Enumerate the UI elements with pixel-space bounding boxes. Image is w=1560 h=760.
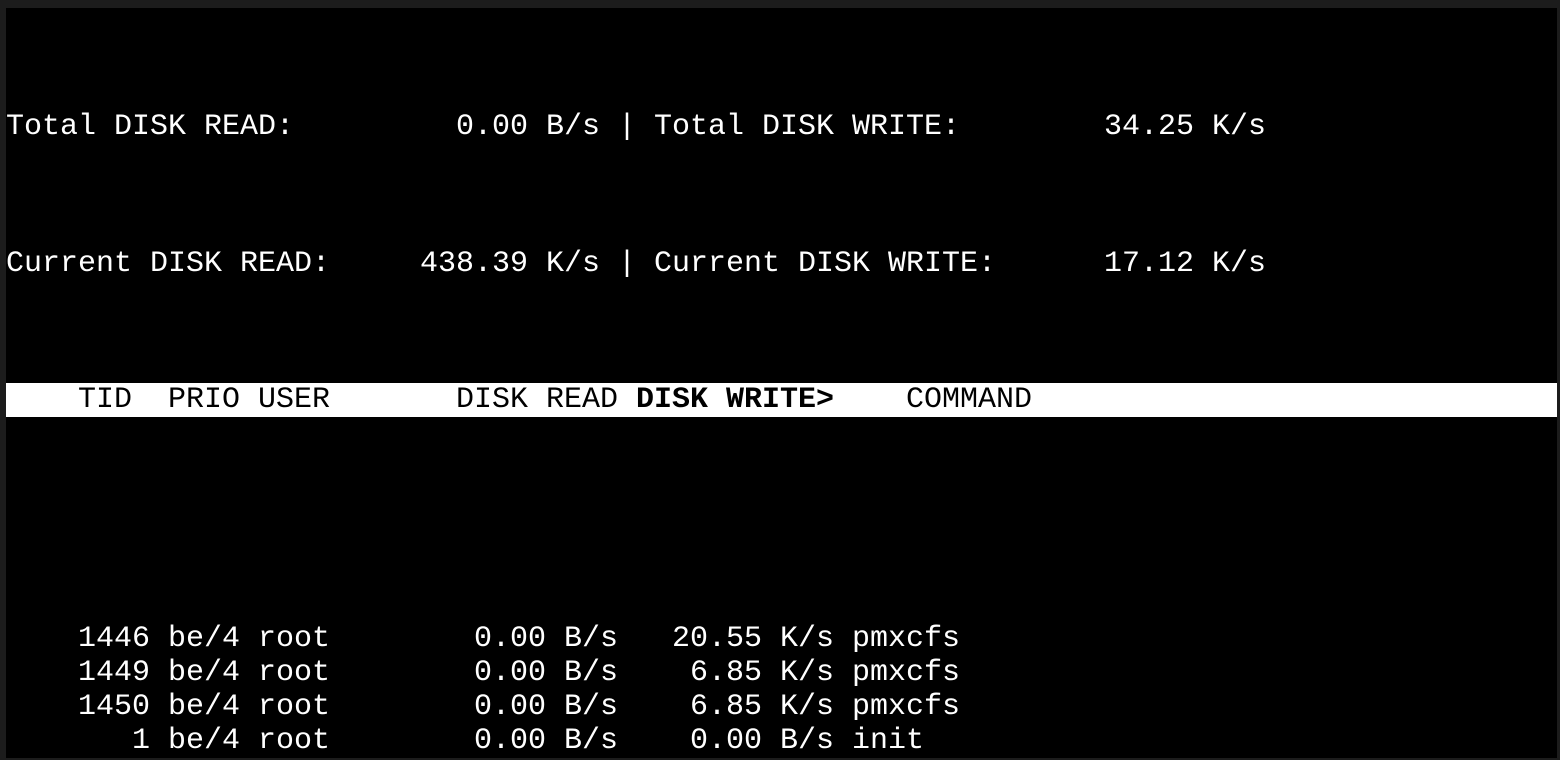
column-header-user: USER bbox=[258, 383, 331, 418]
process-list: 1446 be/4 root 0.00 B/s 20.55 K/s pmxcfs… bbox=[6, 519, 1557, 758]
current-disk-read-value: 438.39 K/s bbox=[419, 246, 600, 281]
column-header-command: COMMAND bbox=[906, 383, 1033, 418]
process-user: root bbox=[258, 621, 331, 656]
current-disk-write-label: Current DISK WRITE: bbox=[654, 246, 997, 281]
process-prio: be/4 bbox=[168, 723, 241, 758]
process-tid: 1450 bbox=[77, 689, 150, 724]
process-command: pmxcfs bbox=[852, 621, 961, 656]
process-tid: 1 bbox=[131, 723, 150, 758]
process-user: root bbox=[258, 689, 331, 724]
summary-line-total: Total DISK READ: 0.00 B/s | Total DISK W… bbox=[6, 110, 1557, 144]
current-disk-write-value: 17.12 K/s bbox=[1103, 246, 1266, 281]
process-disk-read: 0.00 B/s bbox=[473, 621, 618, 656]
process-disk-read: 0.00 B/s bbox=[473, 689, 618, 724]
total-disk-write-label: Total DISK WRITE: bbox=[654, 110, 961, 145]
process-disk-write: 6.85 K/s bbox=[689, 655, 834, 690]
process-prio: be/4 bbox=[168, 621, 241, 656]
summary-separator: | bbox=[618, 246, 637, 281]
process-row: 1446 be/4 root 0.00 B/s 20.55 K/s pmxcfs bbox=[6, 622, 1557, 656]
total-disk-read-label: Total DISK READ: bbox=[6, 110, 295, 145]
process-row: 1449 be/4 root 0.00 B/s 6.85 K/s pmxcfs bbox=[6, 656, 1557, 690]
column-header-disk-read: DISK READ bbox=[455, 383, 618, 418]
total-disk-read-value: 0.00 B/s bbox=[455, 110, 600, 145]
terminal-screen[interactable]: Total DISK READ: 0.00 B/s | Total DISK W… bbox=[6, 8, 1557, 758]
process-command: pmxcfs bbox=[852, 655, 961, 690]
column-header-disk-write-sorted: DISK WRITE> bbox=[635, 383, 834, 418]
process-command: init bbox=[852, 723, 925, 758]
process-command: pmxcfs bbox=[852, 689, 961, 724]
process-disk-read: 0.00 B/s bbox=[473, 655, 618, 690]
current-disk-read-label: Current DISK READ: bbox=[6, 246, 331, 281]
process-disk-write: 6.85 K/s bbox=[689, 689, 834, 724]
process-disk-read: 0.00 B/s bbox=[473, 723, 618, 758]
process-row: 1450 be/4 root 0.00 B/s 6.85 K/s pmxcfs bbox=[6, 690, 1557, 724]
process-row: 1 be/4 root 0.00 B/s 0.00 B/s init bbox=[6, 724, 1557, 758]
process-user: root bbox=[258, 655, 331, 690]
total-disk-write-value: 34.25 K/s bbox=[1103, 110, 1266, 145]
column-header-tid: TID bbox=[77, 383, 132, 418]
process-prio: be/4 bbox=[168, 689, 241, 724]
process-disk-write: 0.00 B/s bbox=[689, 723, 834, 758]
process-prio: be/4 bbox=[168, 655, 241, 690]
process-tid: 1446 bbox=[77, 621, 150, 656]
column-header-prio: PRIO bbox=[168, 383, 241, 418]
process-tid: 1449 bbox=[77, 655, 150, 690]
table-header-row: TID PRIO USER DISK READ DISK WRITE> COMM… bbox=[6, 383, 1557, 418]
summary-line-current: Current DISK READ: 438.39 K/s | Current … bbox=[6, 247, 1557, 281]
process-disk-write: 20.55 K/s bbox=[671, 621, 834, 656]
process-user: root bbox=[258, 723, 331, 758]
summary-separator: | bbox=[618, 110, 637, 145]
